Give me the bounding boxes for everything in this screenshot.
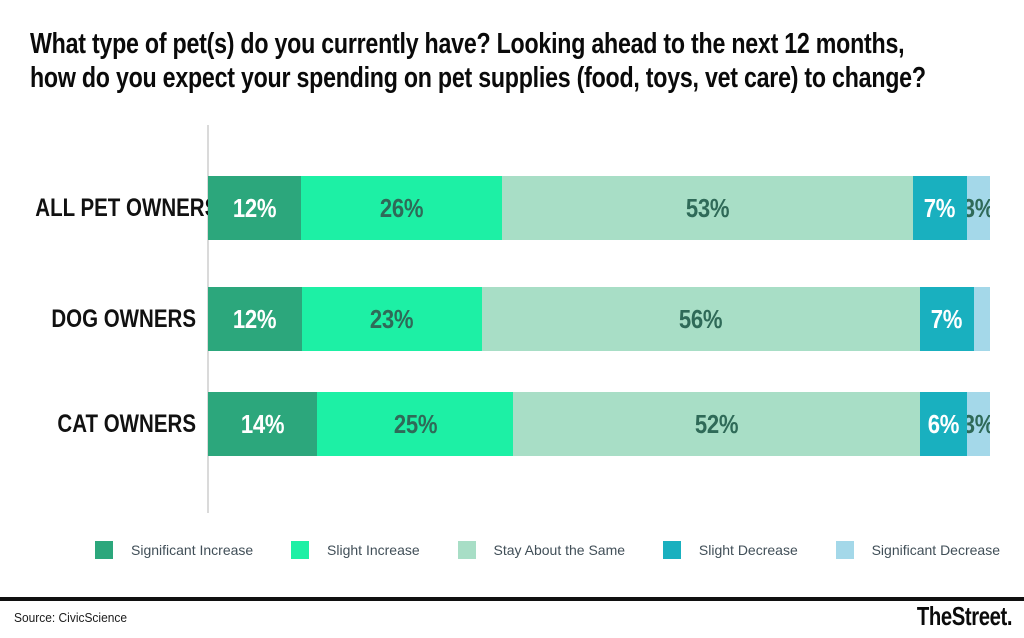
chart-title: What type of pet(s) do you currently hav… — [30, 27, 1024, 95]
legend-item: Stay About the Same — [457, 541, 626, 559]
stacked-bar-chart: ALL PET OWNERS 12% 26% 53% 7% 3% DOG OWNERS 12%… — [0, 176, 1024, 476]
segment-value-label: 3% — [967, 193, 990, 224]
bar-segment: 12% — [208, 176, 301, 240]
segment-value-label: 52% — [694, 408, 739, 439]
legend-swatch-icon — [835, 541, 854, 559]
segment-value-label: 12% — [233, 303, 277, 334]
segment-value-label: 14% — [240, 408, 285, 439]
segment-value-label: 7% — [931, 303, 963, 334]
legend-swatch-icon — [95, 541, 113, 559]
bar-segment: 7% — [919, 287, 975, 351]
thestreet-logo: TheStreet. — [916, 601, 1013, 631]
legend-label: Slight Decrease — [698, 542, 798, 558]
segment-value-label: 53% — [685, 192, 730, 223]
segment-value-label: 6% — [927, 408, 959, 439]
bar-segment: 56% — [481, 287, 920, 351]
bar-segment: 52% — [512, 392, 920, 456]
legend: Significant Increase Slight Increase Stay … — [95, 537, 1000, 563]
chart-title-line-2: how do you expect your spending on pet s… — [30, 62, 926, 94]
stacked-bar: 12% 26% 53% 7% 3% — [208, 176, 990, 240]
segment-value-label: 3% — [967, 409, 990, 440]
segment-value-label: 26% — [379, 192, 424, 223]
category-label: ALL PET OWNERS — [35, 194, 219, 222]
chart-row: DOG OWNERS 12% 23% 56% 7% — [0, 287, 1024, 351]
legend-item: Slight Decrease — [662, 541, 798, 559]
category-label: CAT OWNERS — [57, 410, 196, 438]
chart-title-line-1: What type of pet(s) do you currently hav… — [30, 28, 905, 60]
legend-item: Slight Increase — [291, 541, 420, 559]
legend-label: Significant Increase — [131, 542, 254, 558]
legend-swatch-icon — [291, 541, 310, 559]
bar-segment: 12% — [208, 287, 302, 351]
bar-segment: 3% — [966, 176, 990, 240]
bar-segment: 6% — [919, 392, 967, 456]
bar-segment: 14% — [208, 392, 318, 456]
stacked-bar: 12% 23% 56% 7% — [208, 287, 990, 351]
chart-row: ALL PET OWNERS 12% 26% 53% 7% 3% — [0, 176, 1024, 240]
segment-value-label: 56% — [678, 303, 723, 334]
chart-row: CAT OWNERS 14% 25% 52% 6% 3% — [0, 392, 1024, 456]
legend-item: Significant Decrease — [835, 541, 1000, 559]
segment-value-label: 7% — [923, 192, 956, 223]
bar-segment: 3% — [966, 392, 990, 456]
legend-label: Significant Decrease — [871, 542, 1000, 558]
stacked-bar: 14% 25% 52% 6% 3% — [208, 392, 990, 456]
legend-swatch-icon — [662, 541, 681, 559]
bar-segment: 25% — [317, 392, 513, 456]
bar-segment — [974, 287, 990, 351]
legend-swatch-icon — [457, 541, 476, 559]
source-credit: Source: CivicScience — [14, 610, 128, 625]
legend-item: Significant Increase — [95, 541, 253, 559]
footer-divider — [0, 597, 1024, 601]
legend-label: Stay About the Same — [493, 542, 626, 558]
bar-segment: 23% — [301, 287, 482, 351]
segment-value-label: 23% — [370, 303, 414, 334]
bar-segment: 53% — [502, 176, 913, 240]
category-label: DOG OWNERS — [51, 305, 196, 333]
segment-value-label: 12% — [232, 192, 277, 223]
legend-label: Slight Increase — [327, 542, 420, 558]
bar-segment: 26% — [300, 176, 503, 240]
bar-segment: 7% — [912, 176, 967, 240]
segment-value-label: 25% — [393, 408, 437, 439]
